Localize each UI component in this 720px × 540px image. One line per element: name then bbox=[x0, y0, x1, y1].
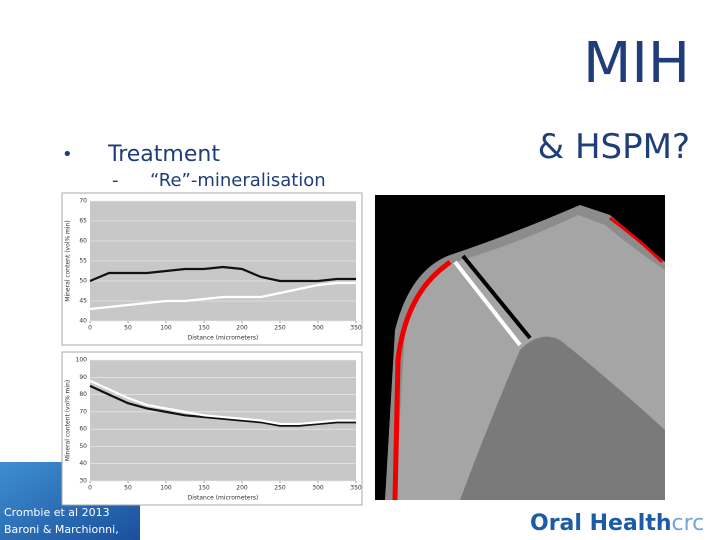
y-axis-label: Mineral content (vol% min) bbox=[65, 380, 72, 461]
y-tick-label: 80 bbox=[79, 391, 87, 398]
series-line bbox=[89, 384, 356, 427]
y-tick-label: 40 bbox=[79, 318, 87, 325]
x-axis-label: Distance (micrometers) bbox=[188, 495, 259, 502]
y-tick-label: 30 bbox=[79, 478, 87, 485]
y-tick-label: 55 bbox=[79, 258, 87, 265]
y-tick-label: 50 bbox=[79, 278, 87, 285]
x-tick-label: 200 bbox=[236, 485, 248, 492]
x-tick-label: 300 bbox=[312, 485, 324, 492]
bullet: Treatment bbox=[107, 142, 220, 167]
x-tick-label: 350 bbox=[350, 485, 362, 492]
y-tick-label: 70 bbox=[79, 408, 87, 415]
embedded-chart: 40 45 50 55 60 65 70 0 50 100 150 200 250 300 350 Dista… bbox=[61, 192, 363, 346]
x-tick-label: 300 bbox=[312, 325, 324, 332]
x-tick-label: 100 bbox=[160, 485, 172, 492]
y-tick-label: 100 bbox=[76, 357, 88, 364]
y-tick-label: 40 bbox=[79, 460, 87, 467]
logo: Oral Healthcrc bbox=[530, 511, 704, 536]
x-tick-label: 150 bbox=[198, 325, 210, 332]
series-line bbox=[89, 281, 356, 311]
x-tick-label: 50 bbox=[124, 325, 132, 332]
y-tick-label: 45 bbox=[79, 298, 87, 305]
y-tick-label: 70 bbox=[79, 198, 87, 205]
x-tick-label: 50 bbox=[124, 485, 132, 492]
y-axis-label: Mineral content (vol% min) bbox=[65, 220, 72, 301]
bullet-marker: • bbox=[62, 144, 73, 165]
plot-area bbox=[90, 360, 356, 481]
citation: Crombie et al 2013 bbox=[4, 506, 110, 519]
embedded-chart: 30 40 50 60 70 80 90 100 0 50 100 150 200 250 300 350 Di… bbox=[61, 351, 363, 506]
title: MIH bbox=[583, 31, 690, 96]
subtitle: & HSPM? bbox=[538, 127, 690, 167]
x-tick-label: 250 bbox=[274, 325, 286, 332]
y-tick-label: 60 bbox=[79, 238, 87, 245]
micrograph bbox=[375, 195, 665, 501]
x-tick-label: 200 bbox=[236, 325, 248, 332]
series-line bbox=[89, 379, 356, 426]
sub-marker: - bbox=[112, 170, 119, 191]
series-line bbox=[89, 265, 356, 283]
logo-main: Oral Health bbox=[530, 511, 672, 536]
x-tick-label: 100 bbox=[160, 325, 172, 332]
y-tick-label: 60 bbox=[79, 426, 87, 433]
y-tick-label: 65 bbox=[79, 218, 87, 225]
citation: Baroni & Marchionni, bbox=[4, 523, 119, 536]
x-tick-label: 350 bbox=[350, 325, 362, 332]
y-tick-label: 50 bbox=[79, 443, 87, 450]
x-tick-label: 150 bbox=[198, 485, 210, 492]
logo-suffix: crc bbox=[672, 511, 705, 536]
x-tick-label: 250 bbox=[274, 485, 286, 492]
y-tick-label: 90 bbox=[79, 374, 87, 381]
sub-bullet: “Re”-mineralisation bbox=[150, 170, 326, 191]
x-tick-label: 0 bbox=[88, 485, 92, 492]
x-tick-label: 0 bbox=[88, 325, 92, 332]
x-axis-label: Distance (micrometers) bbox=[188, 335, 259, 342]
